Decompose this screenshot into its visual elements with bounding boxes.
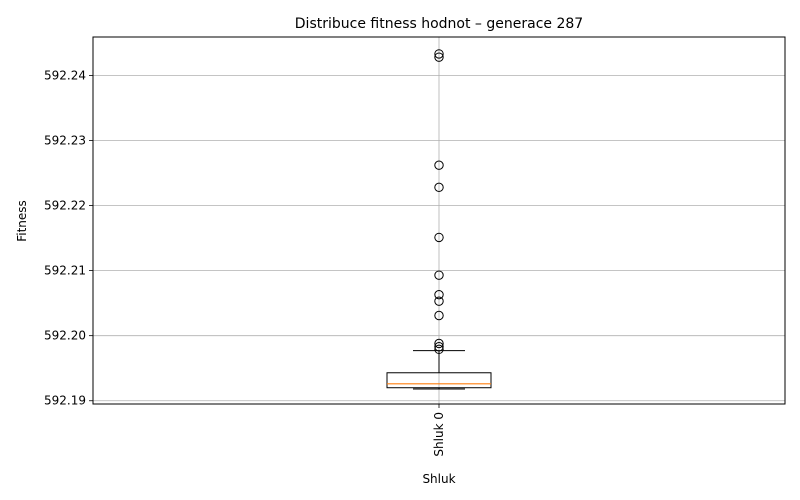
- chart-title: Distribuce fitness hodnot – generace 287: [295, 16, 583, 32]
- outlier-point: [434, 232, 444, 243]
- outlier-point: [434, 344, 444, 355]
- y-tick-label: 592.19: [44, 394, 86, 408]
- x-axis-label: Shluk: [422, 472, 455, 486]
- y-ticks: 592.19 592.20 592.21 592.22 592.23 592.24: [44, 68, 93, 408]
- y-tick-label: 592.21: [44, 264, 86, 278]
- outlier-point: [434, 160, 444, 170]
- outlier-point: [434, 310, 444, 321]
- grid-layer: [93, 37, 785, 404]
- outlier-point: [434, 296, 444, 306]
- y-axis-label: Fitness: [15, 200, 29, 242]
- outlier-point: [434, 289, 444, 300]
- outlier-point: [434, 182, 444, 193]
- x-ticks: Shluk 0: [432, 404, 446, 457]
- box-iqr: [386, 372, 492, 389]
- y-tick-label: 592.24: [44, 68, 86, 82]
- outlier-point: [434, 49, 444, 59]
- box-layer: [386, 49, 492, 390]
- x-tick-label: Shluk 0: [432, 412, 446, 457]
- outlier-point: [434, 342, 444, 352]
- outlier-point: [434, 270, 444, 280]
- outlier-point: [434, 52, 444, 62]
- y-tick-label: 592.22: [44, 199, 86, 213]
- outlier-point: [434, 338, 444, 349]
- y-tick-label: 592.23: [44, 133, 86, 147]
- y-tick-label: 592.20: [44, 329, 86, 343]
